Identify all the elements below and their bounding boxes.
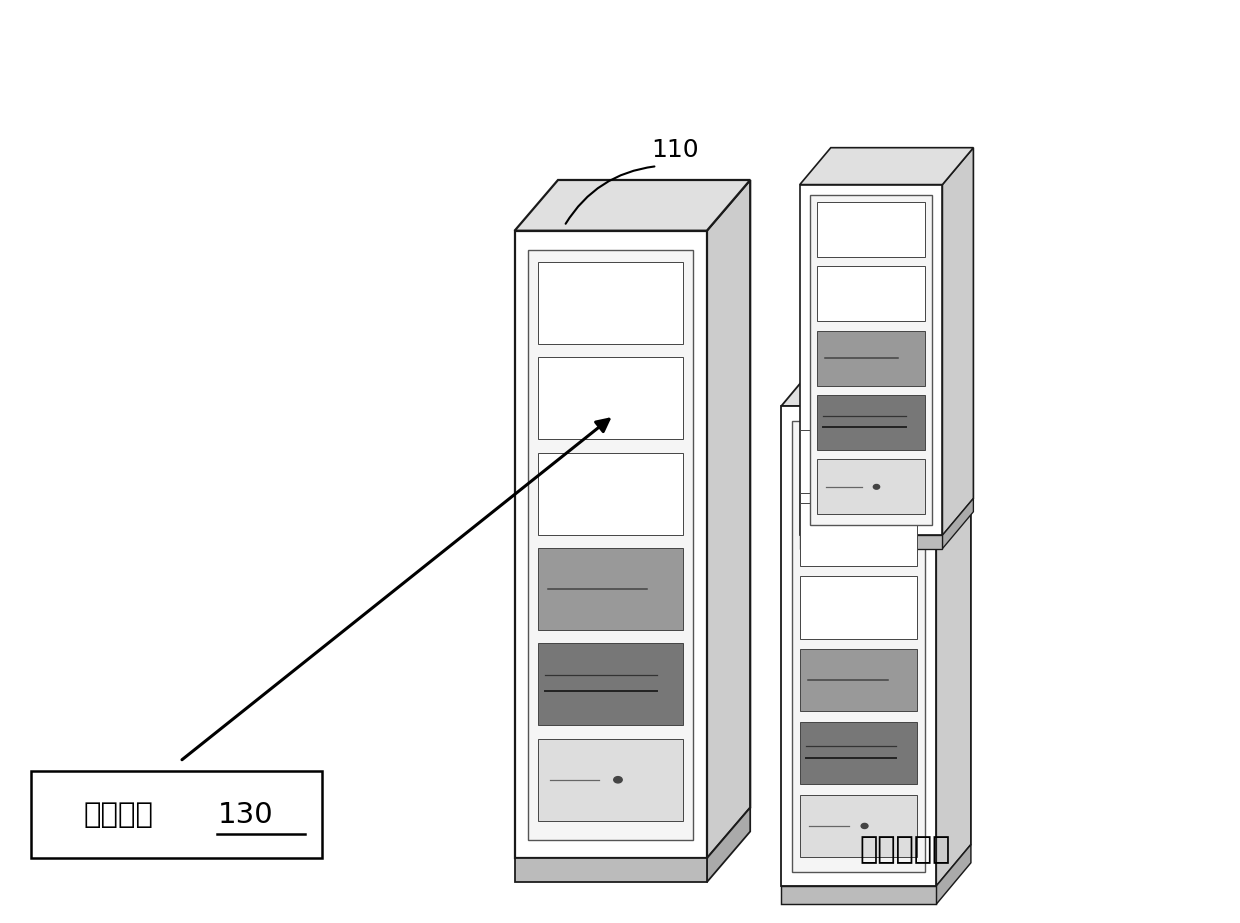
Polygon shape bbox=[707, 180, 750, 858]
Polygon shape bbox=[800, 503, 918, 566]
Polygon shape bbox=[800, 722, 918, 785]
Polygon shape bbox=[800, 649, 918, 712]
Bar bbox=[31, 771, 322, 858]
Polygon shape bbox=[800, 185, 942, 535]
Polygon shape bbox=[800, 535, 942, 548]
Polygon shape bbox=[800, 576, 918, 639]
Text: 110: 110 bbox=[651, 138, 698, 162]
Polygon shape bbox=[800, 795, 918, 857]
Polygon shape bbox=[538, 548, 683, 630]
Polygon shape bbox=[936, 845, 971, 905]
Polygon shape bbox=[817, 460, 925, 514]
Circle shape bbox=[873, 485, 879, 489]
Polygon shape bbox=[781, 406, 936, 886]
Polygon shape bbox=[538, 357, 683, 439]
Polygon shape bbox=[810, 195, 932, 525]
Polygon shape bbox=[538, 453, 683, 534]
Polygon shape bbox=[942, 148, 973, 535]
Polygon shape bbox=[538, 643, 683, 725]
Polygon shape bbox=[515, 180, 750, 231]
Polygon shape bbox=[936, 365, 971, 886]
Polygon shape bbox=[538, 738, 683, 821]
Polygon shape bbox=[817, 202, 925, 258]
Polygon shape bbox=[817, 395, 925, 450]
Polygon shape bbox=[515, 858, 707, 882]
Circle shape bbox=[614, 776, 622, 783]
Circle shape bbox=[861, 823, 868, 829]
Polygon shape bbox=[800, 148, 973, 185]
Polygon shape bbox=[817, 267, 925, 321]
Polygon shape bbox=[538, 262, 683, 344]
Polygon shape bbox=[781, 365, 971, 406]
Polygon shape bbox=[817, 330, 925, 386]
Polygon shape bbox=[707, 808, 750, 882]
Polygon shape bbox=[800, 430, 918, 493]
Polygon shape bbox=[792, 421, 925, 871]
Text: 130: 130 bbox=[217, 800, 273, 829]
Text: 计算机设备: 计算机设备 bbox=[859, 834, 951, 864]
Text: 影像设备: 影像设备 bbox=[83, 800, 154, 829]
Polygon shape bbox=[942, 498, 973, 548]
Polygon shape bbox=[781, 886, 936, 905]
Polygon shape bbox=[528, 249, 693, 840]
Polygon shape bbox=[515, 231, 707, 858]
